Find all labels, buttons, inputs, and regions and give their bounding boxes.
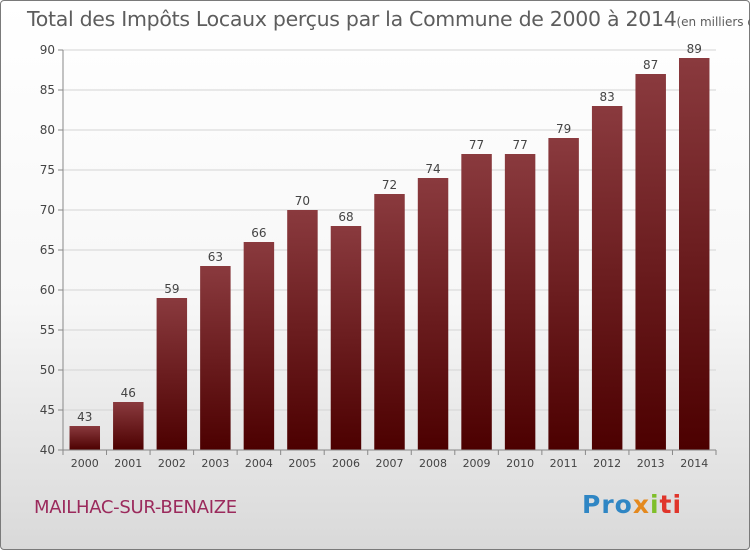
y-tick-label: 85 bbox=[40, 83, 55, 97]
bar-2008 bbox=[417, 178, 449, 450]
y-tick-label: 50 bbox=[40, 363, 55, 377]
x-tick-label-2007: 2007 bbox=[376, 457, 404, 470]
x-tick-label-2003: 2003 bbox=[201, 457, 229, 470]
x-tick-label-2012: 2012 bbox=[593, 457, 621, 470]
bar-2012 bbox=[591, 106, 623, 450]
y-tick-label: 90 bbox=[40, 43, 55, 57]
logo-part-4: ti bbox=[659, 490, 683, 519]
x-tick-label-2005: 2005 bbox=[288, 457, 316, 470]
y-tick-label: 45 bbox=[40, 403, 55, 417]
data-label-2002: 59 bbox=[164, 282, 179, 296]
unit-label: (en milliers d'€) bbox=[676, 15, 750, 29]
data-label-2003: 63 bbox=[208, 250, 223, 264]
bar-2006 bbox=[330, 226, 362, 450]
bar-2009 bbox=[461, 154, 492, 450]
chart-title-text: Total des Impôts Locaux perçus par la Co… bbox=[27, 7, 677, 31]
x-tick-label-2001: 2001 bbox=[114, 457, 142, 470]
x-tick-label-2004: 2004 bbox=[245, 457, 273, 470]
bar-2003 bbox=[200, 266, 231, 450]
data-label-2010: 77 bbox=[512, 138, 527, 152]
data-label-2009: 77 bbox=[469, 138, 484, 152]
data-label-2005: 70 bbox=[295, 194, 310, 208]
data-labels: 43 46 59 63 66 70 68 72 74 77 77 79 83 87 89 bbox=[77, 42, 702, 424]
commune-name: MAILHAC-SUR-BENAIZE bbox=[34, 497, 237, 518]
y-tick-label: 60 bbox=[40, 283, 55, 297]
data-label-2001: 46 bbox=[121, 386, 136, 400]
x-tick-label-2002: 2002 bbox=[158, 457, 186, 470]
bar-2002 bbox=[156, 298, 188, 450]
data-label-2012: 83 bbox=[600, 90, 615, 104]
bar-2004 bbox=[243, 242, 275, 450]
data-label-2011: 79 bbox=[556, 122, 571, 136]
bar-2007 bbox=[374, 194, 405, 450]
bar-2011 bbox=[548, 138, 579, 450]
y-tick-label: 40 bbox=[40, 443, 55, 457]
logo-part-1: Pro bbox=[582, 490, 633, 519]
bar-2010 bbox=[504, 154, 536, 450]
data-label-2014: 89 bbox=[687, 42, 702, 56]
y-tick-label: 55 bbox=[40, 323, 55, 337]
x-tick-label-2011: 2011 bbox=[550, 457, 578, 470]
y-tick-label: 65 bbox=[40, 243, 55, 257]
bars bbox=[69, 58, 710, 450]
logo-part-2: x bbox=[632, 490, 650, 519]
y-tick-label: 70 bbox=[40, 203, 55, 217]
data-label-2013: 87 bbox=[643, 58, 658, 72]
x-tick-label-2008: 2008 bbox=[419, 457, 447, 470]
logo-part-3: i bbox=[649, 490, 660, 519]
chart-title: Total des Impôts Locaux perçus par la Co… bbox=[27, 7, 750, 31]
data-label-2006: 68 bbox=[338, 210, 353, 224]
data-label-2004: 66 bbox=[251, 226, 266, 240]
bar-2014 bbox=[678, 58, 710, 450]
data-label-2007: 72 bbox=[382, 178, 397, 192]
proxiti-logo[interactable]: Proxiti bbox=[582, 490, 682, 519]
x-tick-label-2000: 2000 bbox=[71, 457, 99, 470]
x-tick-label-2010: 2010 bbox=[506, 457, 534, 470]
bar-2001 bbox=[113, 402, 144, 450]
x-tick-label-2013: 2013 bbox=[637, 457, 665, 470]
data-label-2000: 43 bbox=[77, 410, 92, 424]
data-label-2008: 74 bbox=[425, 162, 440, 176]
bar-2000 bbox=[69, 426, 101, 450]
x-tick-label-2006: 2006 bbox=[332, 457, 360, 470]
x-tick-label-2014: 2014 bbox=[680, 457, 708, 470]
y-tick-label: 75 bbox=[40, 163, 55, 177]
x-tick-label-2009: 2009 bbox=[463, 457, 491, 470]
axes: 40 45 50 55 60 65 70 75 80 85 90 2000 2001 2002 2003 20… bbox=[40, 43, 717, 470]
bar-2005 bbox=[287, 210, 318, 450]
y-tick-label: 80 bbox=[40, 123, 55, 137]
bar-2013 bbox=[635, 74, 666, 450]
